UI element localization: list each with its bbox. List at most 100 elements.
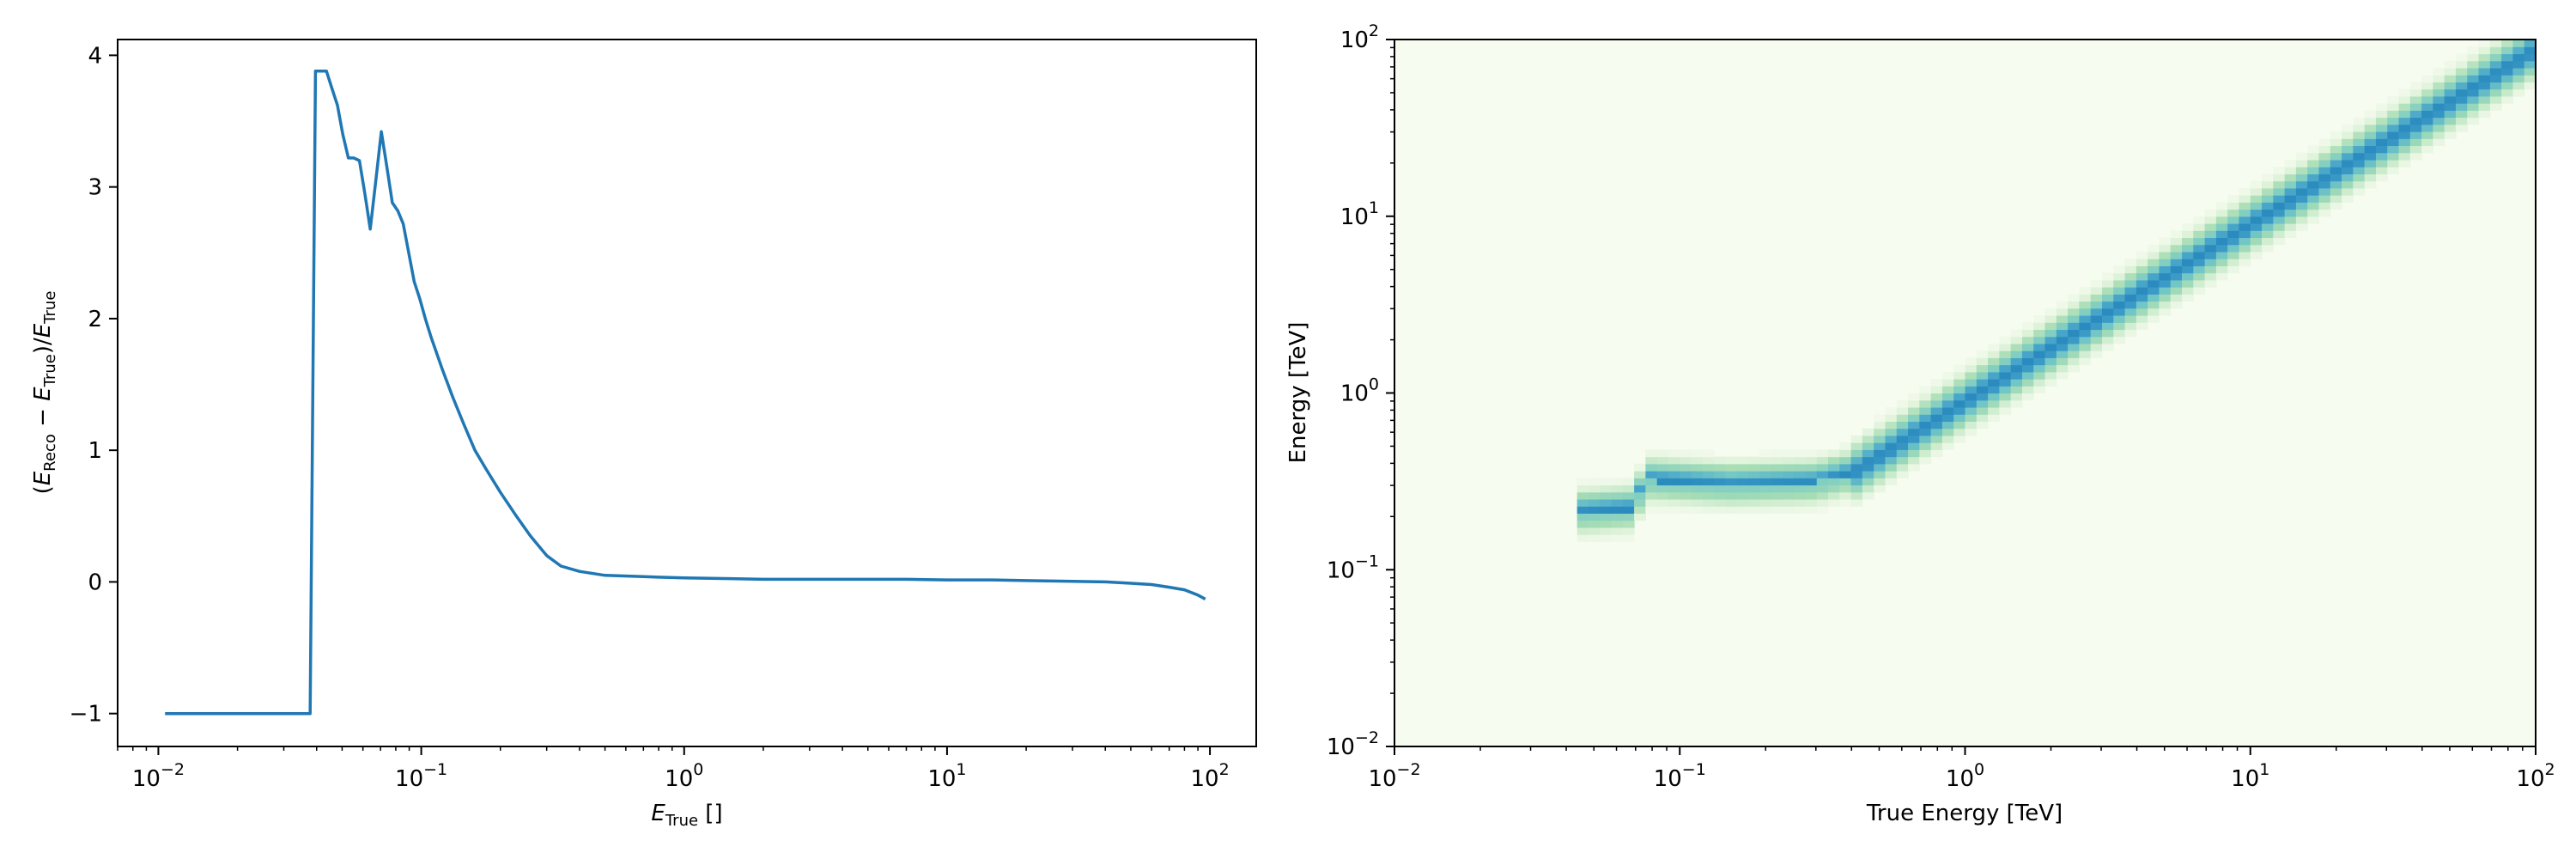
heatmap-cell	[2489, 40, 2502, 47]
heatmap-cell	[2375, 167, 2388, 174]
heatmap-cell	[2148, 279, 2160, 288]
heatmap-cell	[1577, 506, 1589, 515]
heatmap-cell	[2010, 343, 2023, 351]
heatmap-cell	[2193, 222, 2206, 231]
bias-y-ticks: −1 0 1 2 3 4	[70, 43, 118, 728]
heatmap-cell	[2250, 195, 2263, 203]
heatmap-cell	[1747, 478, 1760, 486]
heatmap-cell	[2021, 357, 2034, 366]
bias-y-tick-label: −1	[70, 702, 102, 728]
heatmap-cell	[1965, 371, 1978, 380]
heatmap-cell	[1645, 506, 1658, 515]
heatmap-cell	[1702, 498, 1715, 507]
heatmap-cell	[1577, 520, 1589, 528]
heatmap-cell	[2478, 110, 2491, 119]
heatmap-cell	[1953, 435, 1966, 443]
heatmap-cell	[2364, 145, 2377, 154]
heatmap-cell	[1941, 371, 1954, 380]
heatmap-cell	[1736, 478, 1749, 486]
heatmap-cell	[2021, 343, 2034, 351]
heatmap-cell	[2512, 60, 2525, 69]
heatmap-cell	[2433, 75, 2445, 82]
heatmap-cell	[2193, 259, 2206, 266]
heatmap-cell	[2409, 124, 2422, 132]
heatmap-cell	[1965, 399, 1978, 408]
heatmap-cell	[1988, 386, 2000, 394]
heatmap-cell	[1702, 478, 1715, 486]
heatmap-cell	[1805, 498, 1818, 507]
heatmap-y-tick-label: 10−1	[1327, 551, 1379, 583]
heatmap-cell	[1919, 428, 1932, 436]
heatmap-cell	[2398, 138, 2411, 147]
heatmap-cell	[1805, 478, 1818, 486]
heatmap-cell	[2090, 294, 2103, 302]
heatmap-cell	[1862, 435, 1874, 443]
heatmap-cell	[2455, 124, 2468, 132]
heatmap-cell	[1862, 478, 1874, 486]
heatmap-cell	[2010, 399, 2023, 408]
heatmap-cells	[1577, 40, 2536, 542]
heatmap-cell	[1747, 463, 1760, 472]
heatmap-cell	[2353, 152, 2366, 161]
heatmap-cell	[1908, 456, 1920, 465]
heatmap-cell	[1645, 463, 1658, 472]
heatmap-cell	[1771, 463, 1783, 472]
heatmap-x-tick-label: 10−1	[1654, 760, 1706, 792]
heatmap-cell	[2204, 230, 2217, 239]
heatmap-cell	[1771, 506, 1783, 515]
heatmap-cell	[1988, 414, 2000, 423]
heatmap-cell	[1850, 456, 1863, 465]
heatmap-cell	[1885, 435, 1898, 443]
heatmap-cell	[1600, 520, 1613, 528]
heatmap-cell	[2307, 216, 2320, 224]
heatmap-cell	[1988, 393, 2000, 401]
heatmap-cell	[2501, 82, 2514, 90]
heatmap-cell	[2444, 103, 2457, 111]
heatmap-cell	[2215, 272, 2228, 281]
heatmap-cell	[2227, 259, 2240, 266]
heatmap-cell	[1862, 442, 1874, 450]
heatmap-cell	[1622, 498, 1635, 507]
bias-y-tick-label: 3	[88, 175, 102, 201]
heatmap-cell	[1656, 484, 1669, 493]
heatmap-cell	[2478, 103, 2491, 111]
heatmap-cell	[2250, 237, 2263, 246]
heatmap-cell	[1953, 406, 1966, 415]
heatmap-cell	[1794, 456, 1807, 465]
heatmap-cell	[1680, 506, 1692, 515]
heatmap-cell	[2148, 259, 2160, 266]
heatmap-cell	[2193, 265, 2206, 274]
heatmap-cell	[2455, 88, 2468, 97]
heatmap-cell	[2101, 343, 2114, 351]
heatmap-cell	[2489, 88, 2502, 97]
heatmap-cell	[2010, 393, 2023, 401]
heatmap-cell	[1634, 471, 1646, 478]
heatmap-cell	[1622, 491, 1635, 500]
heatmap-cell	[2215, 202, 2228, 210]
heatmap-cell	[2342, 167, 2354, 174]
heatmap-cell	[1930, 379, 1943, 387]
heatmap-cell	[2262, 180, 2274, 189]
heatmap-cell	[1747, 484, 1760, 493]
heatmap-cell	[1691, 449, 1704, 458]
heatmap-cell	[2307, 180, 2320, 189]
heatmap-cell	[1782, 491, 1795, 500]
heatmap-cell	[1656, 471, 1669, 478]
heatmap-cell	[2193, 279, 2206, 288]
heatmap-cell	[1794, 449, 1807, 458]
heatmap-cell	[1862, 449, 1874, 458]
heatmap-cell	[1919, 406, 1932, 415]
heatmap-cell	[2501, 88, 2514, 97]
heatmap-cell	[2387, 159, 2400, 168]
bias-y-tick-label: 4	[88, 43, 102, 69]
heatmap-cell	[2353, 174, 2366, 182]
heatmap-cell	[2295, 180, 2308, 189]
heatmap-cell	[2021, 329, 2034, 338]
heatmap-cell	[1771, 478, 1783, 486]
heatmap-cell	[1930, 386, 1943, 394]
heatmap-cell	[2467, 88, 2480, 97]
heatmap-cell	[1999, 364, 2012, 373]
heatmap-cell	[2239, 251, 2251, 259]
heatmap-cell	[1988, 379, 2000, 387]
heatmap-cell	[2079, 287, 2092, 295]
